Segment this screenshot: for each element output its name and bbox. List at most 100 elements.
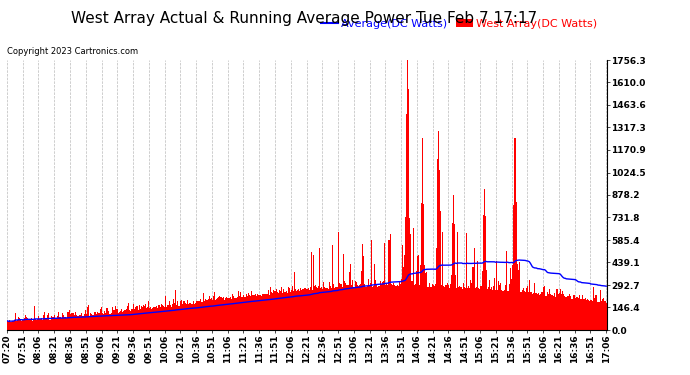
Bar <box>469 288 471 330</box>
Bar <box>524 292 526 330</box>
Bar <box>577 297 578 330</box>
Bar <box>557 289 558 330</box>
Bar <box>444 286 445 330</box>
Bar <box>39 319 40 330</box>
Bar <box>209 297 210 330</box>
Bar <box>33 320 34 330</box>
Bar <box>44 312 46 330</box>
Bar <box>460 287 461 330</box>
Bar <box>270 292 272 330</box>
Bar <box>107 308 108 330</box>
Bar <box>348 272 350 330</box>
Bar <box>325 288 326 330</box>
Bar <box>310 252 312 330</box>
Bar <box>23 318 25 330</box>
Bar <box>268 295 270 330</box>
Bar <box>323 282 324 330</box>
Bar <box>108 311 109 330</box>
Bar <box>308 290 310 330</box>
Bar <box>135 307 137 330</box>
Bar <box>464 288 465 330</box>
Bar <box>361 272 362 330</box>
Bar <box>296 291 297 330</box>
Bar <box>542 292 543 330</box>
Bar <box>513 205 515 330</box>
Bar <box>255 294 257 330</box>
Bar <box>523 288 524 330</box>
Bar <box>437 131 439 330</box>
Bar <box>448 285 449 330</box>
Bar <box>84 314 86 330</box>
Bar <box>364 284 365 330</box>
Bar <box>518 270 519 330</box>
Bar <box>365 286 366 330</box>
Bar <box>400 284 401 330</box>
Bar <box>177 300 179 330</box>
Bar <box>170 305 171 330</box>
Bar <box>579 294 580 330</box>
Legend: Average(DC Watts), West Array(DC Watts): Average(DC Watts), West Array(DC Watts) <box>317 14 602 33</box>
Bar <box>299 291 300 330</box>
Bar <box>235 298 236 330</box>
Bar <box>160 307 161 330</box>
Bar <box>465 288 466 330</box>
Bar <box>30 320 31 330</box>
Bar <box>190 304 192 330</box>
Bar <box>28 319 29 330</box>
Bar <box>342 287 344 330</box>
Bar <box>93 315 95 330</box>
Bar <box>143 305 144 330</box>
Bar <box>286 291 287 330</box>
Bar <box>109 314 110 330</box>
Bar <box>439 171 440 330</box>
Bar <box>330 286 331 330</box>
Bar <box>403 267 404 330</box>
Bar <box>503 291 504 330</box>
Bar <box>92 315 93 330</box>
Bar <box>189 303 190 330</box>
Bar <box>146 308 147 330</box>
Bar <box>591 300 592 330</box>
Bar <box>589 301 591 330</box>
Bar <box>259 295 260 330</box>
Bar <box>551 295 553 330</box>
Bar <box>70 314 71 330</box>
Bar <box>253 295 255 330</box>
Bar <box>281 286 282 330</box>
Bar <box>137 310 139 330</box>
Bar <box>359 284 361 330</box>
Bar <box>363 256 364 330</box>
Bar <box>54 315 55 330</box>
Bar <box>16 321 17 330</box>
Bar <box>298 290 299 330</box>
Bar <box>159 305 160 330</box>
Bar <box>585 298 586 330</box>
Bar <box>369 285 370 330</box>
Bar <box>602 298 604 330</box>
Bar <box>272 293 273 330</box>
Bar <box>19 318 20 330</box>
Bar <box>114 310 115 330</box>
Bar <box>576 297 577 330</box>
Bar <box>304 288 306 330</box>
Bar <box>219 296 221 330</box>
Bar <box>285 292 286 330</box>
Bar <box>291 290 292 330</box>
Bar <box>417 256 418 330</box>
Bar <box>377 287 378 330</box>
Bar <box>502 291 503 330</box>
Bar <box>546 296 547 330</box>
Bar <box>106 308 107 330</box>
Bar <box>450 284 451 330</box>
Bar <box>26 317 27 330</box>
Bar <box>167 305 168 330</box>
Bar <box>128 303 129 330</box>
Bar <box>408 89 409 330</box>
Bar <box>31 318 32 330</box>
Bar <box>187 300 188 330</box>
Bar <box>593 287 594 330</box>
Bar <box>553 296 555 330</box>
Bar <box>459 286 460 330</box>
Bar <box>413 228 414 330</box>
Bar <box>600 301 602 330</box>
